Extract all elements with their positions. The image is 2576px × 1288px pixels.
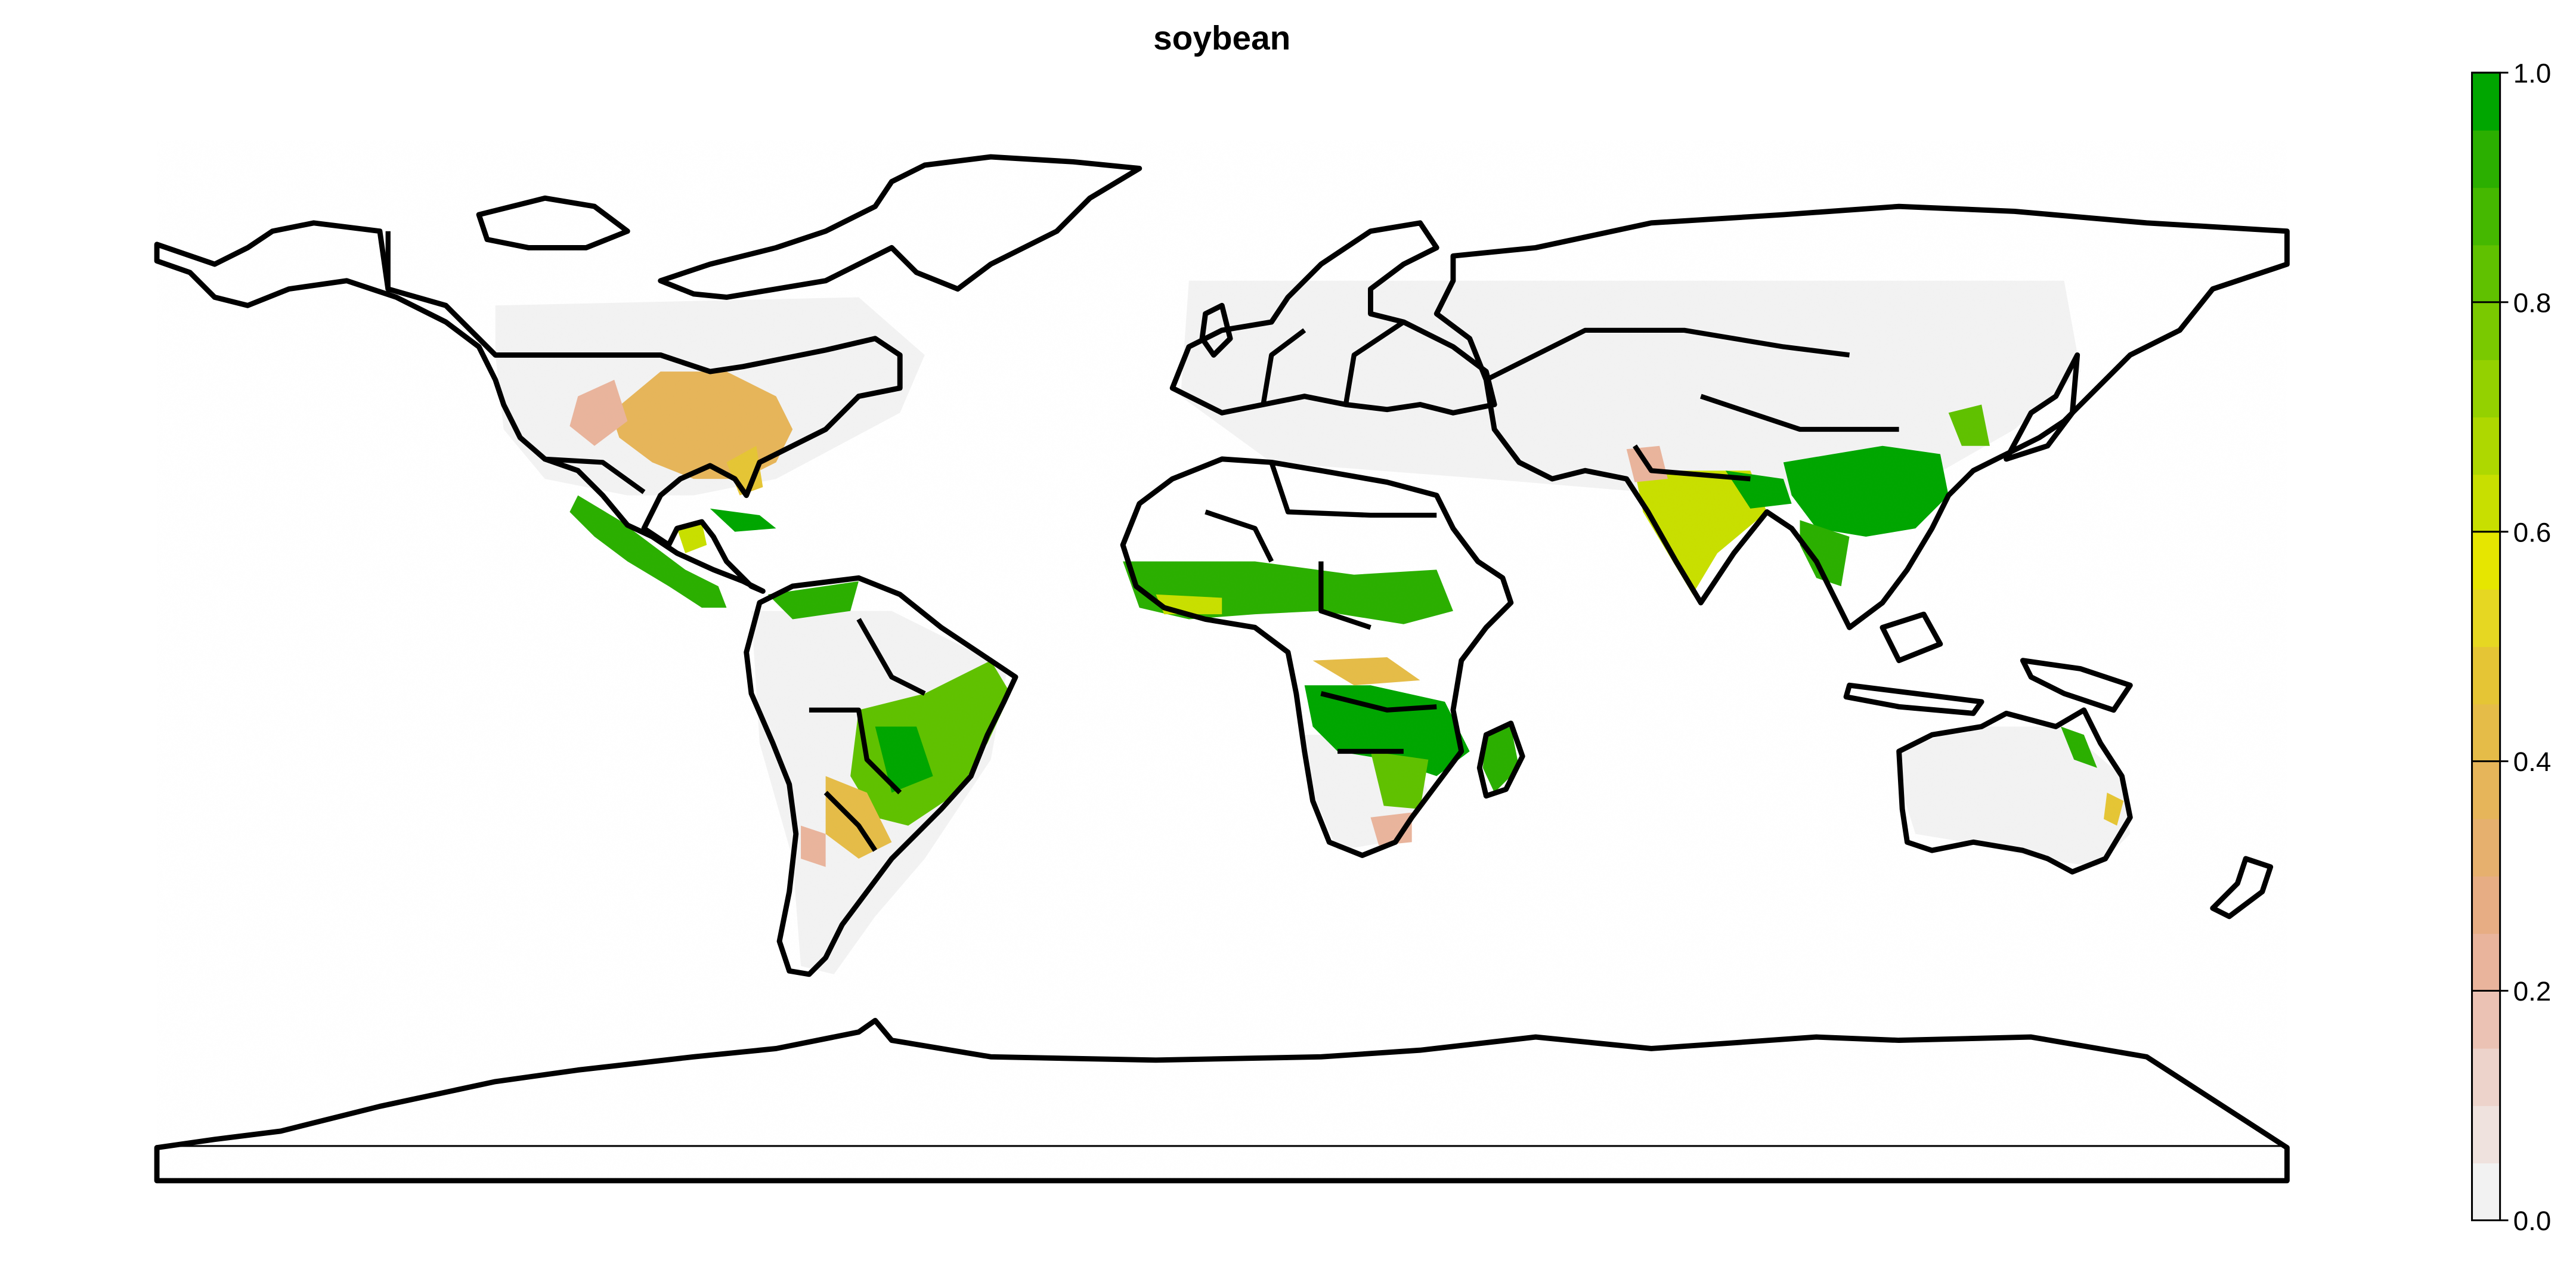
country-borders <box>385 231 1899 852</box>
legend-tick-label: 0.4 <box>2513 747 2552 777</box>
legend-color-band <box>2472 130 2500 188</box>
legend-color-band <box>2472 360 2500 418</box>
legend-color-band <box>2472 72 2500 131</box>
legend-color-band <box>2472 818 2500 877</box>
legend-color-band <box>2472 1106 2500 1164</box>
legend-tick-label: 0.8 <box>2513 287 2552 318</box>
legend-color-band <box>2472 589 2500 647</box>
legend-color-band <box>2472 990 2500 1049</box>
legend-color-band <box>2472 646 2500 705</box>
legend-tick-label: 1.0 <box>2513 58 2552 88</box>
legend-color-band <box>2472 417 2500 475</box>
raster-suitability <box>157 140 2287 1181</box>
legend-color-band <box>2472 933 2500 992</box>
world-map <box>154 140 2290 1184</box>
legend-color-band <box>2472 704 2500 762</box>
map-title: soybean <box>1153 20 1290 57</box>
legend-tick-label: 0.0 <box>2513 1206 2552 1236</box>
legend-tick-label: 0.2 <box>2513 976 2552 1007</box>
legend-tick-label: 0.6 <box>2513 517 2552 547</box>
color-legend: 0.0 0.2 0.4 0.6 0.8 1.0 <box>2471 58 2552 1236</box>
legend-color-band <box>2472 531 2500 590</box>
coastlines <box>154 154 2290 1184</box>
legend-color-band <box>2472 302 2500 360</box>
legend-color-band <box>2472 474 2500 532</box>
legend-color-band <box>2472 1048 2500 1106</box>
legend-color-band <box>2472 761 2500 819</box>
legend-color-band <box>2472 1163 2500 1221</box>
legend-color-band <box>2472 187 2500 246</box>
legend-color-band <box>2472 244 2500 303</box>
legend-color-band <box>2472 876 2500 934</box>
map-frame <box>156 1145 2288 1182</box>
